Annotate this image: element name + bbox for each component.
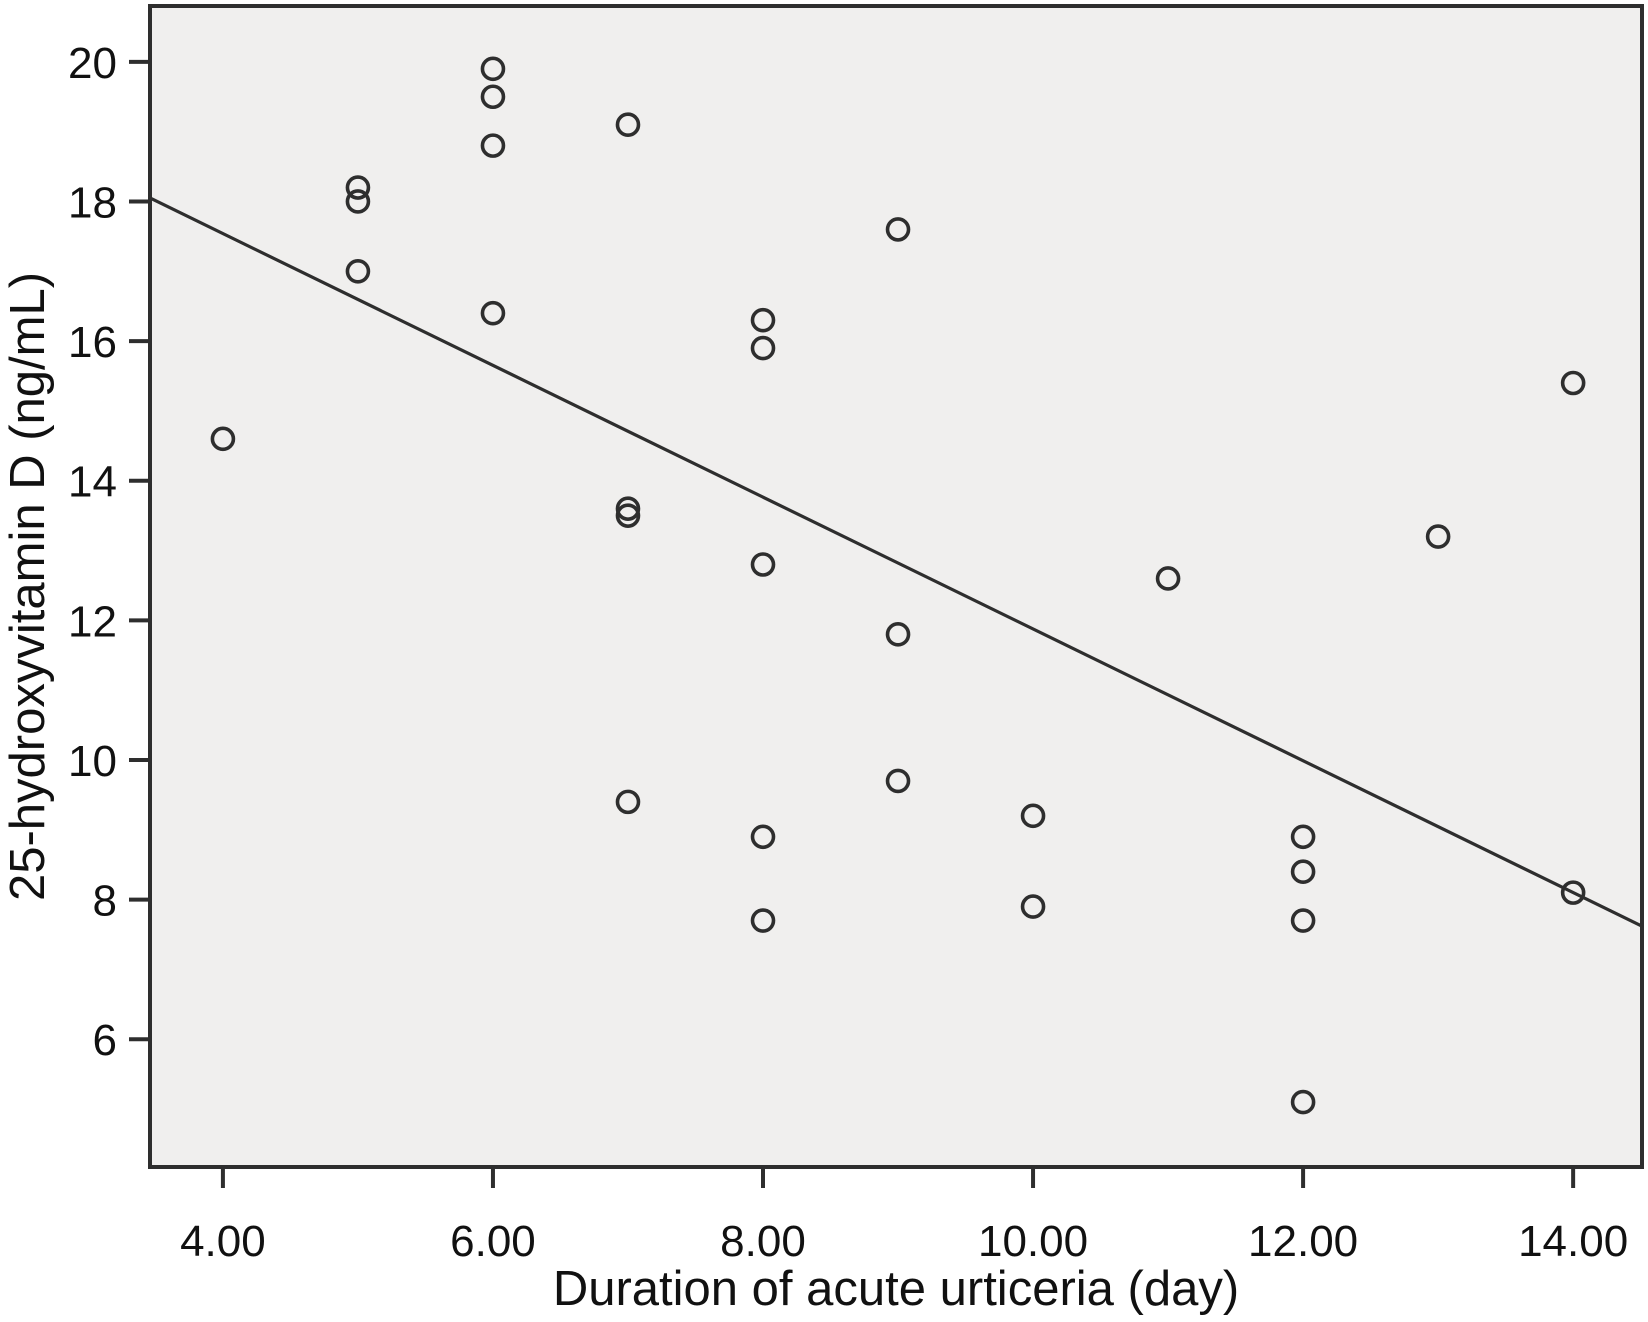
data-point — [750, 824, 776, 850]
data-point — [615, 112, 641, 137]
data-point — [885, 217, 911, 242]
x-tick-label: 4.00 — [180, 1217, 266, 1266]
y-tick-label: 10 — [68, 737, 117, 786]
plot-area — [148, 4, 1644, 1169]
y-tick-label: 8 — [93, 877, 117, 926]
tick-labels-layer: 4.00 6.00 8.00 10.00 12.00 14.00 6 8 10 12 14 16 18 2… — [68, 39, 1628, 1266]
data-point — [345, 258, 371, 284]
data-point — [1020, 894, 1046, 919]
data-point — [210, 426, 236, 452]
data-points-layer — [210, 56, 1586, 1115]
data-point — [885, 622, 911, 647]
y-tick-label: 6 — [93, 1016, 117, 1065]
data-point — [615, 496, 641, 521]
regression-line-layer — [149, 196, 1643, 928]
data-point — [885, 768, 911, 794]
data-point — [750, 552, 776, 577]
y-axis-label: 25-hydroxyvitamin D (ng/mL) — [1, 272, 55, 901]
x-tick-label: 6.00 — [450, 1217, 536, 1266]
regression-line — [149, 196, 1643, 928]
y-tick-label: 12 — [68, 597, 117, 646]
data-point — [615, 789, 641, 815]
y-tick-label: 14 — [68, 458, 117, 507]
data-point — [1425, 524, 1451, 549]
data-point — [1560, 370, 1586, 396]
x-tick-label: 8.00 — [720, 1217, 806, 1266]
data-point — [345, 189, 371, 214]
data-point — [480, 56, 506, 82]
y-tick-label: 20 — [68, 39, 117, 88]
data-point — [1290, 859, 1316, 884]
data-point — [480, 300, 506, 326]
x-axis-label: Duration of acute urticeria (day) — [553, 1262, 1239, 1316]
data-point — [1290, 908, 1316, 933]
x-tick-label: 10.00 — [978, 1217, 1088, 1266]
data-point — [1290, 824, 1316, 850]
axis-ticks — [129, 59, 1576, 1188]
data-point — [750, 307, 776, 333]
data-point — [1155, 566, 1181, 591]
data-point — [750, 335, 776, 361]
data-point — [615, 503, 641, 528]
data-point — [1560, 880, 1586, 905]
data-point — [345, 175, 371, 200]
x-tick-label: 14.00 — [1518, 1217, 1628, 1266]
data-point — [480, 133, 506, 158]
y-tick-label: 16 — [68, 318, 117, 367]
data-point — [480, 84, 506, 110]
data-point — [750, 908, 776, 933]
data-point — [1020, 803, 1046, 829]
x-tick-label: 12.00 — [1248, 1217, 1358, 1266]
data-point — [1290, 1089, 1316, 1115]
y-tick-label: 18 — [68, 178, 117, 227]
